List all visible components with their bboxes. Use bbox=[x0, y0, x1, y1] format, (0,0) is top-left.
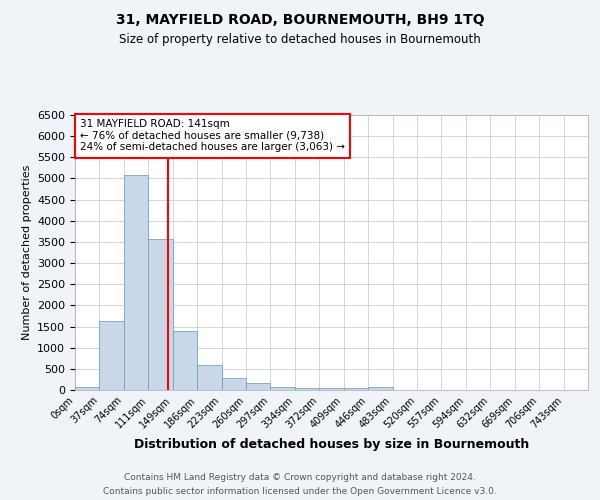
Bar bbox=[148, 239, 173, 390]
Bar bbox=[271, 386, 295, 390]
Bar bbox=[295, 388, 319, 390]
Bar bbox=[75, 387, 100, 390]
Text: 31, MAYFIELD ROAD, BOURNEMOUTH, BH9 1TQ: 31, MAYFIELD ROAD, BOURNEMOUTH, BH9 1TQ bbox=[116, 12, 484, 26]
Bar bbox=[124, 176, 148, 390]
Bar bbox=[173, 331, 197, 390]
Y-axis label: Number of detached properties: Number of detached properties bbox=[22, 165, 32, 340]
Bar bbox=[197, 365, 221, 390]
Bar bbox=[221, 378, 246, 390]
Bar bbox=[344, 388, 368, 390]
Text: 31 MAYFIELD ROAD: 141sqm
← 76% of detached houses are smaller (9,738)
24% of sem: 31 MAYFIELD ROAD: 141sqm ← 76% of detach… bbox=[80, 119, 345, 152]
Bar bbox=[100, 322, 124, 390]
Text: Contains public sector information licensed under the Open Government Licence v3: Contains public sector information licen… bbox=[103, 488, 497, 496]
Bar bbox=[368, 387, 392, 390]
Bar bbox=[246, 384, 271, 390]
Bar bbox=[319, 388, 344, 390]
X-axis label: Distribution of detached houses by size in Bournemouth: Distribution of detached houses by size … bbox=[134, 438, 529, 451]
Text: Contains HM Land Registry data © Crown copyright and database right 2024.: Contains HM Land Registry data © Crown c… bbox=[124, 472, 476, 482]
Text: Size of property relative to detached houses in Bournemouth: Size of property relative to detached ho… bbox=[119, 32, 481, 46]
